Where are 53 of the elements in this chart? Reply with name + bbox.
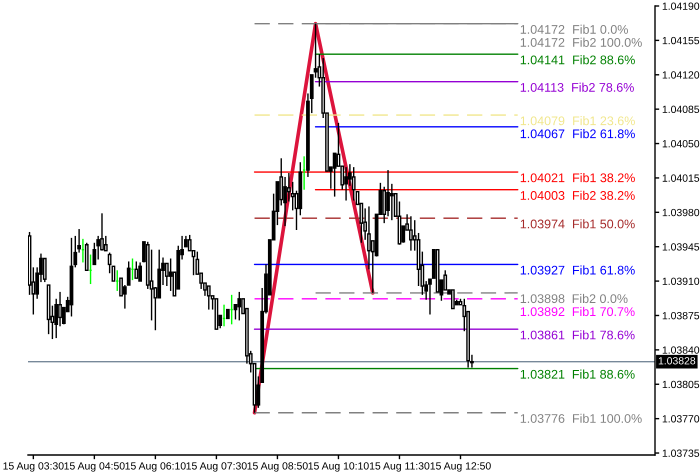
data-label: 1.04021 — [520, 173, 564, 182]
x-tick-label: 15 Aug 07:30 — [186, 462, 247, 472]
y-tick-label: 1.04085 — [662, 106, 700, 114]
y-tick-label: 1.03840 — [662, 346, 700, 354]
text: Fib1 50.0% — [573, 219, 635, 228]
y-tick-label: 1.03945 — [662, 243, 700, 251]
y-tick-label: 1.04015 — [662, 174, 700, 182]
y-tick-label: 1.03980 — [662, 208, 700, 216]
text: Fib2 0.0% — [572, 294, 628, 304]
y-tick-label: 1.04050 — [662, 140, 700, 148]
data-label: 1.04172 — [520, 25, 564, 34]
data-label: 1.04003 — [520, 191, 564, 200]
data-label: 1.03898 — [520, 294, 564, 304]
text: Fib1 70.7% — [572, 306, 635, 316]
data-label: 1.03892 — [520, 307, 564, 316]
text: Fib1 61.8% — [573, 265, 635, 275]
data-label: 1.04172 — [520, 38, 564, 47]
x-tick-label: 15 Aug 06:10 — [125, 462, 186, 472]
data-label: 1.03927 — [520, 266, 564, 275]
text: Fib2 61.8% — [573, 129, 635, 138]
x-tick-label: 15 Aug 08:50 — [248, 462, 308, 472]
data-label: 1.04113 — [520, 82, 564, 92]
text: Fib2 38.2% — [573, 190, 635, 200]
y-tick-label: 1.04155 — [662, 36, 700, 44]
text: Fib1 100.0% — [573, 414, 642, 423]
ref-line-label: 1.03828 — [658, 357, 696, 364]
x-tick-label: 15 Aug 11:30 — [370, 462, 430, 472]
x-tick-label: 15 Aug 10:10 — [308, 462, 369, 472]
y-tick-label: 1.03770 — [662, 415, 700, 423]
data-label: 1.03821 — [520, 370, 564, 379]
text: Fib2 88.6% — [573, 55, 635, 64]
y-tick-label: 1.03735 — [662, 450, 700, 457]
y-tick-label: 1.04120 — [662, 71, 700, 79]
x-tick-label: 15 Aug 04:50 — [64, 462, 125, 472]
text: Fib1 0.0% — [573, 24, 628, 34]
y-tick-label: 1.03805 — [662, 380, 700, 388]
data-label: 1.03861 — [520, 330, 564, 340]
text: Fib1 38.2% — [573, 173, 635, 182]
y-tick-label: 1.04190 — [662, 2, 700, 10]
data-label: 1.03776 — [520, 414, 564, 423]
text: Fib2 100.0% — [573, 38, 642, 47]
x-tick-label: 15 Aug 12:50 — [430, 462, 491, 472]
data-label: 1.03974 — [520, 220, 565, 228]
data-label: 1.04079 — [520, 116, 564, 126]
text: Fib1 23.6% — [573, 116, 635, 126]
text: Fib1 88.6% — [572, 370, 635, 379]
data-label: 1.04141 — [520, 55, 564, 64]
text: Fib1 78.6% — [572, 330, 635, 340]
y-tick-label: 1.03910 — [662, 278, 700, 285]
text: Fib2 78.6% — [572, 82, 634, 92]
data-label: 1.04067 — [520, 129, 564, 138]
y-tick-label: 1.03875 — [662, 312, 700, 320]
x-tick-label: 15 Aug 03:30 — [3, 462, 64, 472]
